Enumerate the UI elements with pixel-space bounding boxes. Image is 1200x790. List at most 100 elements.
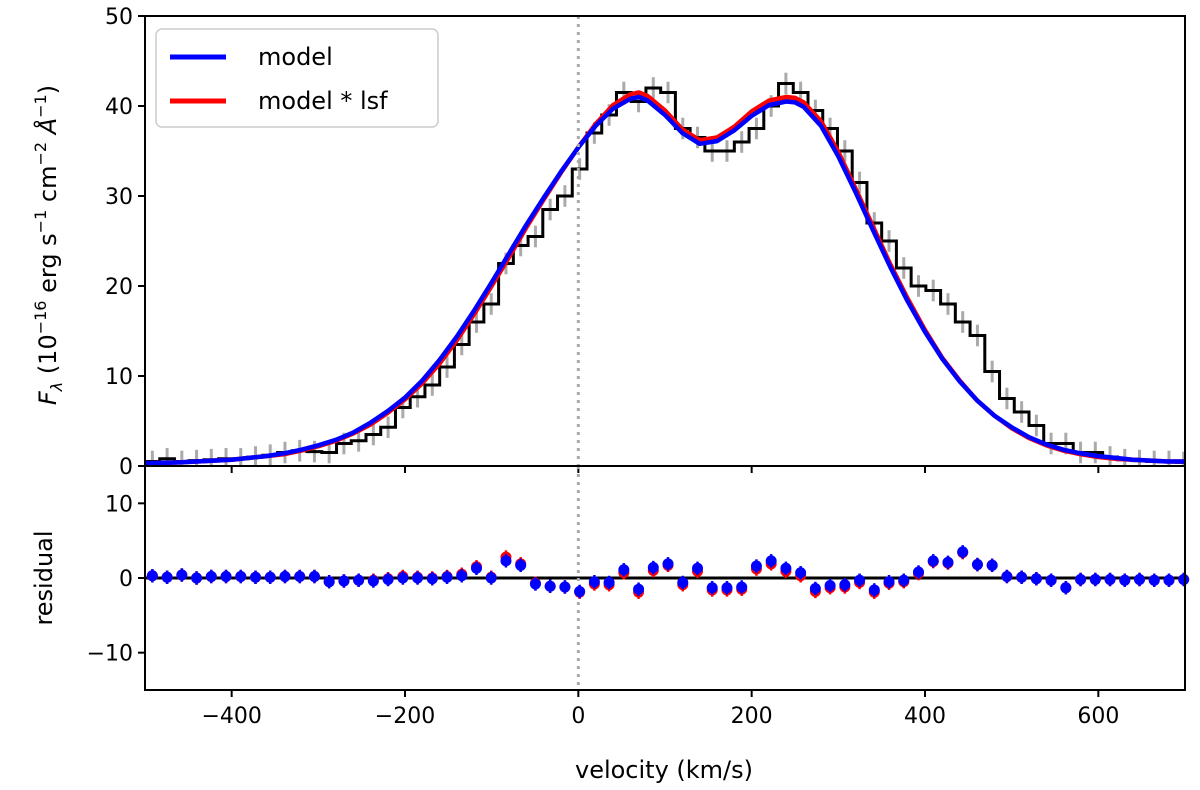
residual-blue-point	[427, 573, 438, 584]
residual-blue-point	[338, 575, 349, 586]
residual-blue-point	[1060, 582, 1071, 593]
residual-blue-point	[147, 570, 158, 581]
bottom-axes: −10 0 10 −400 −200 0 200 400 600	[87, 466, 1185, 729]
x-axis-label: velocity (km/s)	[575, 756, 753, 784]
residual-blue-point	[707, 582, 718, 593]
residual-blue-point	[397, 573, 408, 584]
residual-blue-point	[692, 563, 703, 574]
model-curves	[145, 93, 1185, 464]
residual-blue-point	[309, 571, 320, 582]
residual-blue-point	[486, 573, 497, 584]
top-y-tick-label: 30	[105, 185, 133, 210]
top-y-tick-label: 20	[105, 275, 133, 300]
top-y-tick-label: 40	[105, 95, 133, 120]
legend: model model * lsf	[156, 29, 438, 127]
ylabel-exp4: −1	[31, 94, 50, 118]
residual-blue-point	[515, 560, 526, 571]
x-tick-label: −400	[201, 704, 261, 729]
residual-blue-point	[810, 583, 821, 594]
residual-blue-point	[265, 572, 276, 583]
ylabel-f: F	[34, 390, 62, 405]
residual-blue-point	[1031, 573, 1042, 584]
residual-blue-point	[500, 555, 511, 566]
residual-blue-point	[353, 575, 364, 586]
data-step-line	[145, 84, 1185, 463]
residual-blue-point	[839, 579, 850, 590]
residual-blue-point	[1163, 575, 1174, 586]
x-tick-label: 600	[1077, 704, 1119, 729]
bottom-y-tick-label: −10	[87, 642, 133, 667]
residual-blue-point	[957, 546, 968, 557]
ylabel-exp1: −16	[31, 301, 50, 335]
residual-blue-point	[1001, 571, 1012, 582]
residual-blue-point	[736, 581, 747, 592]
residual-blue-point	[1105, 574, 1116, 585]
residual-blue-point	[1016, 572, 1027, 583]
top-y-tick-label: 0	[119, 455, 133, 480]
bottom-y-tick-label: 10	[105, 492, 133, 517]
residual-blue-point	[574, 586, 585, 597]
residual-blue-point	[663, 558, 674, 569]
residual-blue-point	[412, 573, 423, 584]
x-tick-label: −200	[375, 704, 435, 729]
model-curve	[145, 97, 1185, 463]
residual-blue-point	[1090, 574, 1101, 585]
ylabel-part5: )	[34, 85, 62, 94]
top-y-tick-label: 10	[105, 365, 133, 390]
ylabel-part2: erg s	[34, 233, 62, 300]
top-y-tick-label: 50	[105, 5, 133, 30]
ylabel-lambda: λ	[47, 382, 66, 392]
residual-blue-point	[648, 562, 659, 573]
residual-blue-point	[559, 581, 570, 592]
residual-blue-point	[1119, 575, 1130, 586]
residual-blue-point	[250, 572, 261, 583]
residual-blue-point	[471, 563, 482, 574]
residual-blue-point	[972, 559, 983, 570]
residual-blue-point	[530, 578, 541, 589]
residual-blue-point	[633, 584, 644, 595]
legend-label-model: model	[258, 43, 333, 71]
residual-blue-point	[780, 563, 791, 574]
residual-blue-point	[1178, 574, 1189, 585]
x-tick-label: 200	[731, 704, 773, 729]
residual-blue-point	[795, 567, 806, 578]
data-step-histogram	[145, 84, 1185, 463]
bottom-y-axis-label: residual	[30, 530, 58, 625]
residual-blue-point	[766, 555, 777, 566]
residual-blue-point	[618, 564, 629, 575]
top-error-bars	[152, 73, 1183, 466]
residual-blue-point	[913, 567, 924, 578]
residual-blue-point	[191, 573, 202, 584]
residual-blue-point	[869, 584, 880, 595]
residual-blue-point	[294, 571, 305, 582]
residual-blue-point	[176, 570, 187, 581]
top-y-axis-label: Fλ (10−16 erg s−1 cm−2 Å−1)	[31, 85, 66, 405]
residual-blue-point	[1134, 574, 1145, 585]
ylabel-exp2: −1	[31, 210, 50, 234]
residual-blue-point	[162, 572, 173, 583]
residual-blue-point	[751, 561, 762, 572]
residual-blue-point	[235, 571, 246, 582]
ylabel-part1: (10	[34, 334, 62, 382]
residual-blue-point	[221, 571, 232, 582]
residual-blue-point	[884, 576, 895, 587]
legend-label-model-lsf: model * lsf	[258, 87, 388, 115]
residual-blue-point	[928, 555, 939, 566]
residual-blue-point	[1075, 574, 1086, 585]
residual-blue-point	[383, 574, 394, 585]
residual-blue-point	[279, 571, 290, 582]
residual-blue-point	[545, 581, 556, 592]
model-lsf-curve	[145, 93, 1185, 464]
residual-blue-point	[368, 575, 379, 586]
residual-blue-point	[456, 570, 467, 581]
residual-blue-point	[854, 575, 865, 586]
residual-blue-point	[677, 577, 688, 588]
residual-blue-point	[1149, 575, 1160, 586]
ylabel-exp3: −2	[31, 142, 50, 166]
ylabel-part4: Å	[33, 118, 62, 142]
bottom-y-tick-label: 0	[119, 567, 133, 592]
residual-blue-point	[987, 560, 998, 571]
residual-blue-point	[1046, 575, 1057, 586]
spectrum-chart: 01020304050 model model * lsf Fλ (10−16 …	[0, 0, 1200, 790]
